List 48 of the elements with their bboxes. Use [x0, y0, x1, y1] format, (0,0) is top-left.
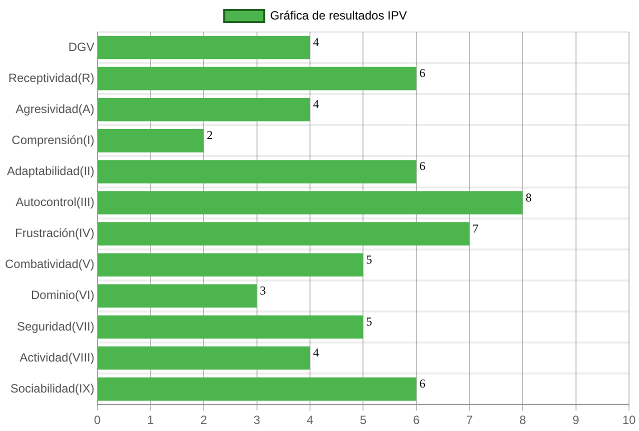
- x-tick-label: 2: [200, 413, 208, 428]
- x-tick-label: 4: [306, 413, 314, 428]
- bar: [98, 129, 204, 152]
- data-label: 4: [313, 97, 320, 112]
- bar: [98, 284, 257, 308]
- data-label: 7: [472, 221, 479, 236]
- data-label: 5: [366, 314, 372, 328]
- bar: [98, 315, 364, 339]
- x-tick-label: 3: [254, 413, 261, 428]
- y-tick-label: Actividad(VIII): [20, 350, 94, 364]
- y-tick-label: Seguridad(VII): [16, 319, 94, 334]
- bar: [98, 66, 416, 90]
- data-label: 4: [313, 346, 320, 360]
- bar: [98, 36, 310, 60]
- y-tick-label: Combatividad(V): [4, 257, 94, 272]
- bar: [98, 222, 470, 246]
- legend-label: Gráfica de resultados IPV: [270, 8, 407, 22]
- bar: [98, 346, 310, 370]
- data-label: 4: [313, 35, 320, 50]
- data-label: 6: [419, 159, 426, 174]
- data-label: 8: [526, 190, 532, 204]
- bar: [98, 160, 416, 184]
- y-tick-label: Sociabilidad(IX): [10, 381, 94, 396]
- x-tick-label: 6: [413, 413, 420, 428]
- bar: [98, 253, 364, 277]
- data-label: 3: [260, 283, 266, 298]
- x-tick-label: 7: [466, 413, 474, 428]
- bar: [98, 377, 416, 401]
- y-tick-label: Adaptabilidad(II): [6, 164, 94, 178]
- data-label: 6: [419, 66, 426, 80]
- y-tick-label: Frustración(IV): [15, 226, 94, 240]
- y-tick-label: Agresividad(A): [16, 102, 94, 116]
- bar: [98, 98, 310, 122]
- y-tick-label: Autocontrol(III): [16, 195, 94, 210]
- y-tick-label: Comprensión(I): [12, 132, 94, 147]
- y-tick-label: DGV: [68, 40, 94, 54]
- x-tick-label: 0: [94, 413, 102, 428]
- y-tick-label: Dominio(VI): [31, 288, 94, 302]
- x-tick-label: 5: [360, 413, 367, 428]
- x-tick-label: 1: [147, 413, 154, 428]
- data-label: 2: [206, 128, 213, 142]
- x-tick-label: 10: [622, 413, 636, 428]
- y-tick-label: Receptividad(R): [8, 70, 94, 85]
- data-label: 5: [366, 252, 372, 266]
- data-label: 6: [419, 376, 426, 391]
- bar: [98, 191, 523, 214]
- x-tick-label: 9: [572, 413, 580, 428]
- x-tick-label: 8: [519, 413, 526, 428]
